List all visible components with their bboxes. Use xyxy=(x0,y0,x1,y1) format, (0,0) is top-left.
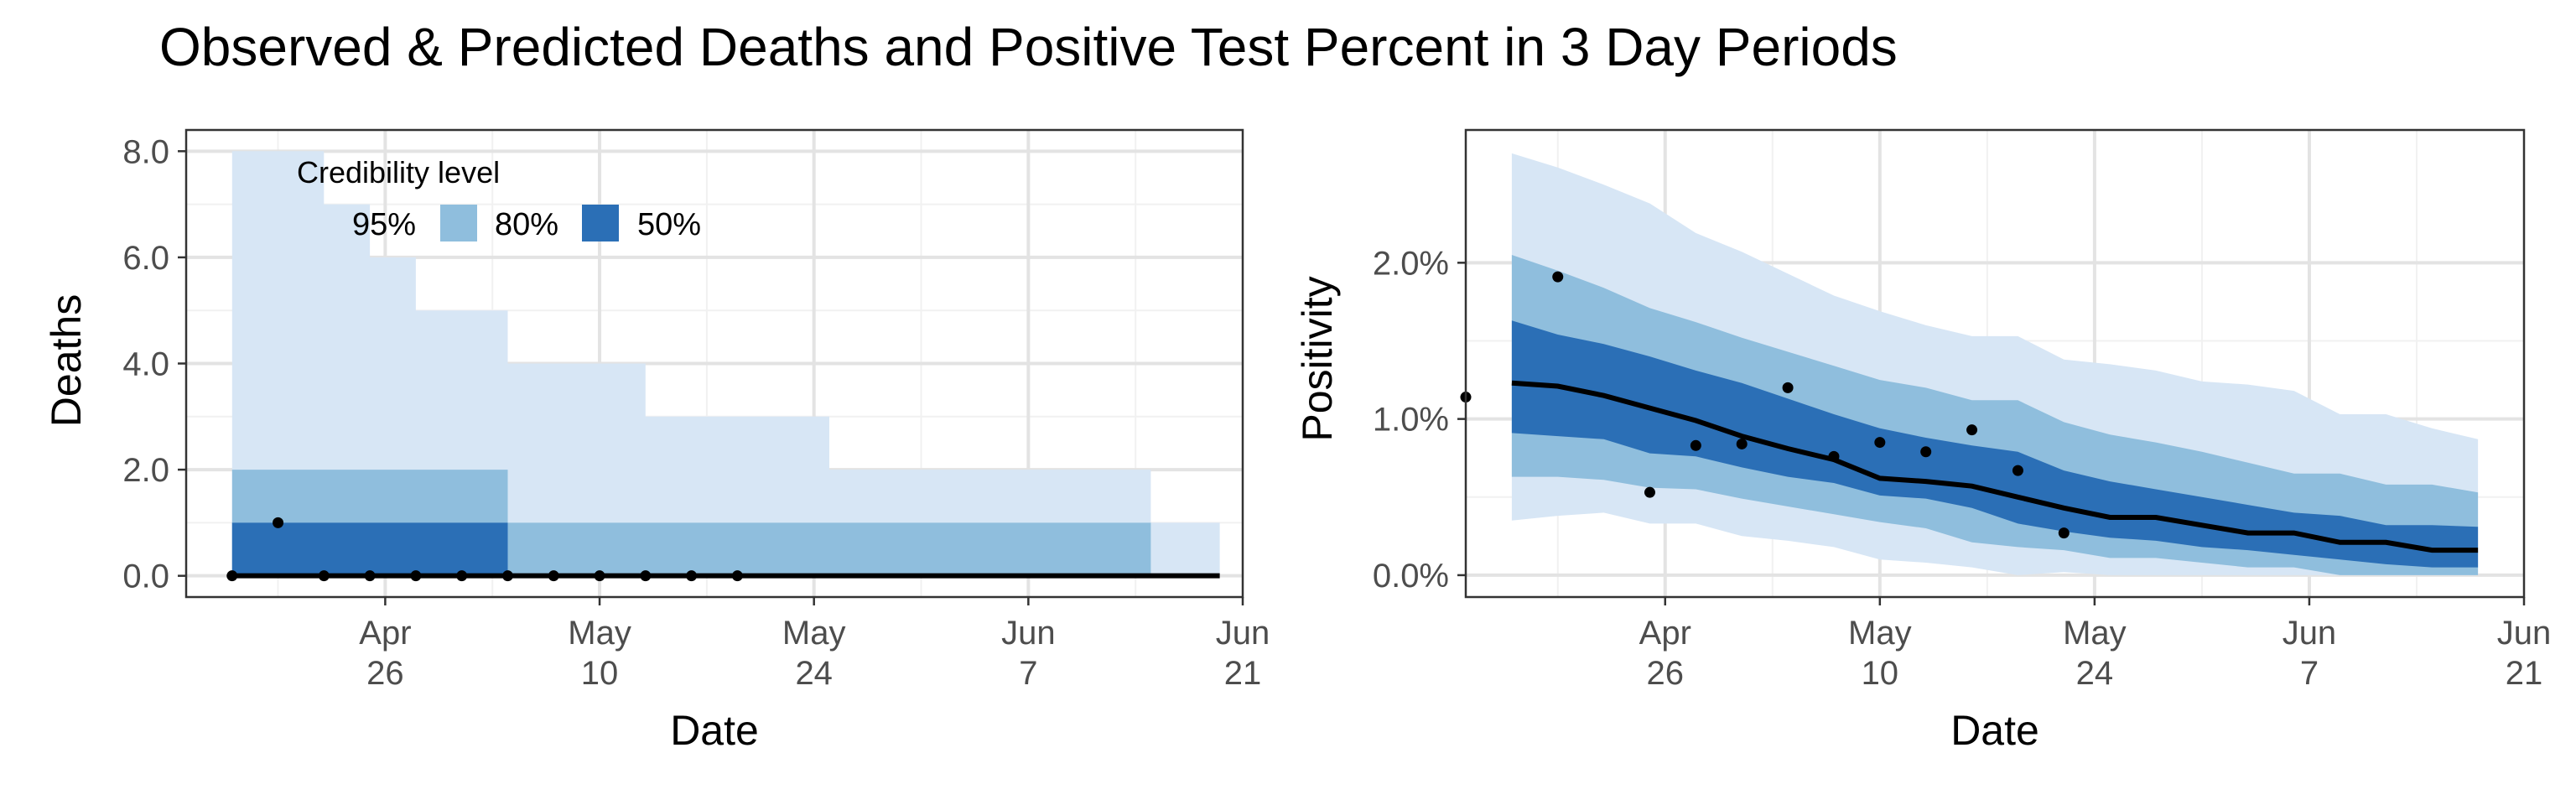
y-tick-label: 0.0 xyxy=(122,558,169,595)
observed-point xyxy=(1736,438,1748,449)
y-tick-label: 2.0 xyxy=(122,452,169,489)
x-tick-label: May 10 xyxy=(568,615,631,692)
observed-point xyxy=(594,570,605,582)
y-tick-label: 2.0% xyxy=(1373,245,1449,282)
deaths-y-axis-title: Deaths xyxy=(43,294,90,427)
observed-point xyxy=(1552,271,1564,283)
y-tick-label: 0.0% xyxy=(1373,558,1449,595)
deaths-credible-bands xyxy=(231,151,1220,576)
legend-label-50: 50% xyxy=(637,207,701,242)
positivity-median-line xyxy=(1511,380,2479,553)
legend-label-95: 95% xyxy=(352,207,416,242)
deaths-x-axis-title: Date xyxy=(670,707,759,754)
positivity-credible-bands xyxy=(1511,153,2479,575)
y-tick-label: 8.0 xyxy=(122,133,169,170)
observed-point xyxy=(226,570,238,582)
median-line xyxy=(1511,380,2479,553)
legend-label-80: 80% xyxy=(495,207,558,242)
y-tick-label: 1.0% xyxy=(1373,402,1449,439)
x-tick-label: Jun 21 xyxy=(1216,615,1270,692)
observed-point xyxy=(2012,465,2023,476)
observed-point xyxy=(1966,424,1978,436)
observed-point xyxy=(501,570,513,582)
x-tick-label: May 24 xyxy=(2063,615,2127,692)
band-50 xyxy=(1511,320,2479,568)
legend-swatch-95 xyxy=(304,205,340,242)
positivity-axes: 0.0% 1.0% 2.0% Apr 26 May 10 May 24 Jun 7 Jun 21 xyxy=(1373,245,2551,692)
positivity-panel-border xyxy=(1464,128,2526,599)
observed-point xyxy=(456,570,468,582)
observed-point xyxy=(686,570,698,582)
band-50 xyxy=(231,522,1220,576)
band-80 xyxy=(1511,255,2479,575)
observed-point xyxy=(640,570,652,582)
observed-point xyxy=(318,570,330,582)
observed-point xyxy=(1782,382,1794,393)
legend-swatch-50 xyxy=(582,205,619,242)
x-tick-label: May 24 xyxy=(782,615,846,692)
observed-point xyxy=(1874,437,1886,449)
x-tick-label: Jun 7 xyxy=(1001,615,1056,692)
credibility-legend: Credibility level 95% 80% 50% xyxy=(297,155,701,242)
deaths-axes: 0.0 2.0 4.0 6.0 8.0 Apr 26 May 10 May 24 Jun 7 Jun 21 xyxy=(122,133,1270,692)
observed-point xyxy=(273,517,284,528)
x-tick-label: Apr 26 xyxy=(359,615,411,692)
positivity-x-axis-title: Date xyxy=(1950,707,2039,754)
observed-point xyxy=(2058,527,2070,539)
x-tick-label: May 10 xyxy=(1848,615,1912,692)
observed-point xyxy=(548,570,559,582)
x-tick-label: Apr 26 xyxy=(1639,615,1691,692)
observed-point xyxy=(364,570,376,582)
chart-title: Observed & Predicted Deaths and Positive… xyxy=(159,17,1898,77)
x-tick-label: Jun 21 xyxy=(2497,615,2552,692)
legend-swatch-80 xyxy=(440,205,477,242)
observed-point xyxy=(410,570,422,582)
y-tick-label: 4.0 xyxy=(122,346,169,383)
observed-point xyxy=(1920,446,1932,458)
legend-title: Credibility level xyxy=(297,155,500,190)
positivity-y-axis-title: Positivity xyxy=(1294,276,1341,441)
positivity-panel: 0.0% 1.0% 2.0% Apr 26 May 10 May 24 Jun 7 Jun 21 Dat… xyxy=(1294,128,2551,754)
deaths-observed-points xyxy=(226,517,743,582)
observed-point xyxy=(1644,486,1655,498)
x-tick-label: Jun 7 xyxy=(2283,615,2337,692)
observed-point xyxy=(1828,450,1840,462)
observed-point xyxy=(1690,439,1701,451)
y-tick-label: 6.0 xyxy=(122,240,169,277)
observed-point xyxy=(731,570,743,582)
positivity-observed-points xyxy=(1460,271,2070,539)
